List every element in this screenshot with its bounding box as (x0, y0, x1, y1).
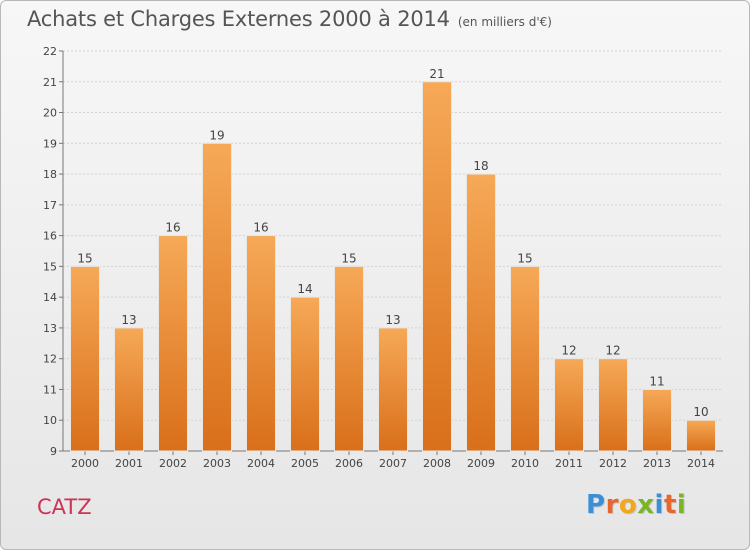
x-tick-label-2005: 2005 (291, 457, 319, 470)
x-tick-label-2009: 2009 (467, 457, 495, 470)
x-tick-label-2013: 2013 (643, 457, 671, 470)
x-tick-label-2010: 2010 (511, 457, 539, 470)
y-tick-label: 9 (50, 445, 57, 458)
x-tick-label-2012: 2012 (599, 457, 627, 470)
y-tick-label: 13 (43, 322, 57, 335)
y-tick-label: 11 (43, 383, 57, 396)
data-label-2011: 12 (561, 344, 576, 358)
bars (70, 81, 716, 452)
data-label-2006: 15 (341, 251, 356, 265)
x-tick-label-2007: 2007 (379, 457, 407, 470)
x-tick-label-2000: 2000 (71, 457, 99, 470)
bar-2008 (422, 81, 452, 452)
x-tick-label-2004: 2004 (247, 457, 275, 470)
data-label-2014: 10 (693, 405, 708, 419)
brand-letter: t (663, 490, 677, 520)
y-tick-label: 21 (43, 76, 57, 89)
brand-letter: o (618, 490, 638, 520)
bar-2009 (466, 173, 496, 452)
bar-2012 (598, 358, 628, 452)
y-tick-label: 15 (43, 260, 57, 273)
brand-letter: P (586, 490, 606, 520)
data-label-2007: 13 (385, 313, 400, 327)
bar-2003 (202, 142, 232, 452)
data-label-2009: 18 (473, 159, 488, 173)
data-label-2000: 15 (77, 251, 92, 265)
y-tick-label: 14 (43, 291, 57, 304)
data-label-2004: 16 (253, 221, 268, 235)
bar-2005 (290, 296, 320, 452)
data-label-2008: 21 (429, 67, 444, 81)
x-tick-label-2008: 2008 (423, 457, 451, 470)
data-label-2003: 19 (209, 128, 224, 142)
bar-2006 (334, 265, 364, 452)
bar-2010 (510, 265, 540, 452)
bar-2000 (70, 265, 100, 452)
bar-2001 (114, 327, 144, 452)
title-text: Achats et Charges Externes 2000 à 2014 (27, 7, 450, 31)
data-label-2012: 12 (605, 344, 620, 358)
y-tick-label: 10 (43, 414, 57, 427)
y-tick-label: 19 (43, 137, 57, 150)
x-tick-label-2003: 2003 (203, 457, 231, 470)
x-tick-label-2002: 2002 (159, 457, 187, 470)
bar-2007 (378, 327, 408, 452)
y-tick-label: 18 (43, 168, 57, 181)
brand-logo: Proxiti (586, 490, 686, 520)
data-label-2001: 13 (121, 313, 136, 327)
bar-2004 (246, 235, 276, 452)
x-tick-label-2001: 2001 (115, 457, 143, 470)
bar-2002 (158, 235, 188, 452)
y-tick-label: 17 (43, 199, 57, 212)
data-label-2005: 14 (297, 282, 312, 296)
brand-letter: i (654, 490, 664, 520)
location-name: CATZ (37, 495, 92, 519)
y-tick-label: 20 (43, 107, 57, 120)
x-tick-label-2006: 2006 (335, 457, 363, 470)
x-tick-label-2011: 2011 (555, 457, 583, 470)
chart-title: Achats et Charges Externes 2000 à 2014 (e… (27, 7, 552, 31)
brand-letter: i (676, 490, 687, 520)
labels: 15 13 16 19 16 14 15 13 21 18 15 12 12 11 10 (77, 67, 708, 419)
data-label-2013: 11 (649, 374, 664, 388)
data-label-2002: 16 (165, 221, 180, 235)
bar-2014 (686, 419, 716, 452)
bar-2011 (554, 358, 584, 452)
data-label-2010: 15 (517, 251, 532, 265)
title-unit: (en milliers d'€) (457, 15, 552, 29)
y-tick-label: 12 (43, 353, 57, 366)
x-tick-label-2014: 2014 (687, 457, 715, 470)
brand-letter: r (605, 490, 619, 520)
y-tick-label: 16 (43, 230, 57, 243)
brand-letter: x (637, 490, 655, 520)
bar-2013 (642, 388, 672, 452)
y-tick-label: 22 (43, 45, 57, 58)
